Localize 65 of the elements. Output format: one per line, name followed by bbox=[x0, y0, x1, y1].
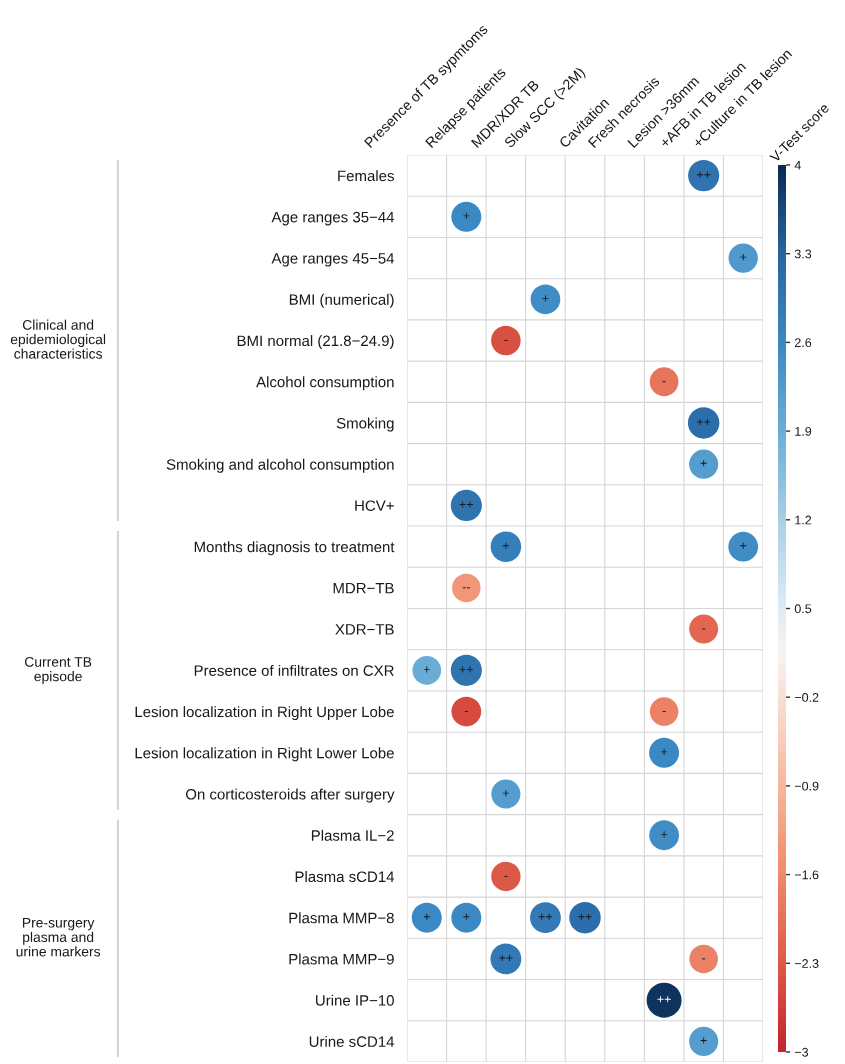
y-tick-label: Urine sCD14 bbox=[309, 1035, 395, 1047]
text: Pre-surgery plasma and urine markers bbox=[16, 917, 101, 957]
data-label: - bbox=[702, 958, 706, 960]
text: Current TB episode bbox=[24, 657, 92, 685]
y-tick-label: Plasma sCD14 bbox=[295, 871, 395, 883]
data-label: + bbox=[700, 1037, 707, 1044]
data-label: ++ bbox=[578, 913, 592, 920]
data-label: - bbox=[504, 339, 508, 341]
color-bar-label: 3.3 bbox=[794, 249, 812, 259]
y-tick-label: Plasma MMP−8 bbox=[289, 912, 394, 924]
data-label: + bbox=[740, 542, 747, 549]
data-label: - bbox=[662, 710, 666, 712]
y-tick-label: On corticosteroids after surgery bbox=[185, 788, 395, 803]
data-label: + bbox=[700, 460, 707, 467]
color-bar-label: 2.6 bbox=[794, 338, 812, 348]
data-label: ++ bbox=[696, 418, 711, 426]
data-label: - bbox=[702, 628, 706, 630]
data-label: ++ bbox=[696, 171, 711, 178]
data-label: ++ bbox=[459, 666, 474, 673]
y-tick-label: Smoking bbox=[336, 417, 394, 432]
text: Clinical and epidemiological characteristics bbox=[10, 319, 106, 359]
y-tick-label: Lesion localization in Right Lower Lobe bbox=[135, 747, 394, 762]
y-tick-label: XDR−TB bbox=[335, 624, 394, 635]
y-tick-label: Plasma MMP−9 bbox=[289, 953, 394, 965]
y-tick-label: Plasma IL−2 bbox=[311, 829, 394, 841]
color-bar-label: 0.5 bbox=[794, 604, 812, 614]
y-tick-label: BMI normal (21.8−24.9) bbox=[237, 335, 394, 350]
color-bar-label: 4 bbox=[794, 160, 801, 170]
y-tick-label: Females bbox=[338, 170, 394, 182]
color-bar-label: −0.9 bbox=[794, 781, 819, 791]
y-tick-label: Alcohol consumption bbox=[256, 376, 394, 391]
data-label: + bbox=[740, 254, 747, 261]
data-label: - bbox=[464, 710, 468, 712]
y-tick-label: Presence of infiltrates on CXR bbox=[194, 664, 394, 676]
y-tick-label: MDR−TB bbox=[333, 583, 394, 594]
data-label: + bbox=[661, 831, 668, 838]
data-label: - bbox=[662, 381, 666, 383]
y-tick-label: BMI (numerical) bbox=[289, 293, 394, 308]
data-label: ++ bbox=[657, 996, 671, 1003]
y-tick-label: Age ranges 35−44 bbox=[271, 211, 395, 226]
data-label: ++ bbox=[459, 501, 474, 508]
data-label: + bbox=[423, 666, 430, 673]
color-bar-label: 1.9 bbox=[795, 426, 812, 436]
y-tick-label: Lesion localization in Right Upper Lobe bbox=[135, 706, 394, 721]
data-label: + bbox=[502, 790, 509, 797]
data-label: + bbox=[423, 913, 430, 920]
y-tick-label: Age ranges 45−54 bbox=[271, 253, 395, 267]
data-label: ++ bbox=[538, 913, 553, 920]
data-label: + bbox=[463, 212, 470, 219]
y-tick-label: Urine IP−10 bbox=[316, 994, 394, 1006]
data-label: + bbox=[542, 295, 549, 302]
color-bar-label: −1.6 bbox=[794, 870, 819, 880]
y-tick-label: Months diagnosis to treatment bbox=[194, 541, 395, 556]
data-label: ++ bbox=[499, 954, 513, 962]
y-tick-label: Smoking and alcohol consumption bbox=[166, 458, 394, 473]
data-label: -- bbox=[462, 587, 470, 589]
color-bar-label: −2.3 bbox=[794, 959, 819, 968]
data-label: - bbox=[504, 875, 508, 877]
data-label: + bbox=[463, 913, 470, 920]
color-bar-label: −0.2 bbox=[794, 693, 819, 702]
color-bar-label: −3 bbox=[794, 1047, 809, 1057]
data-label: + bbox=[661, 748, 668, 755]
y-tick-label: HCV+ bbox=[355, 500, 394, 512]
data-label: + bbox=[502, 542, 509, 549]
color-bar-label: 1.2 bbox=[795, 515, 812, 525]
